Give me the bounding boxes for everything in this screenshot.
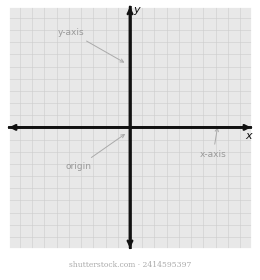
Text: shutterstock.com · 2414595397: shutterstock.com · 2414595397	[69, 261, 191, 269]
Text: origin: origin	[66, 134, 124, 171]
Text: y-axis: y-axis	[58, 28, 124, 62]
Text: x-axis: x-axis	[200, 128, 226, 159]
Text: y: y	[133, 6, 139, 15]
Text: x: x	[245, 131, 252, 141]
